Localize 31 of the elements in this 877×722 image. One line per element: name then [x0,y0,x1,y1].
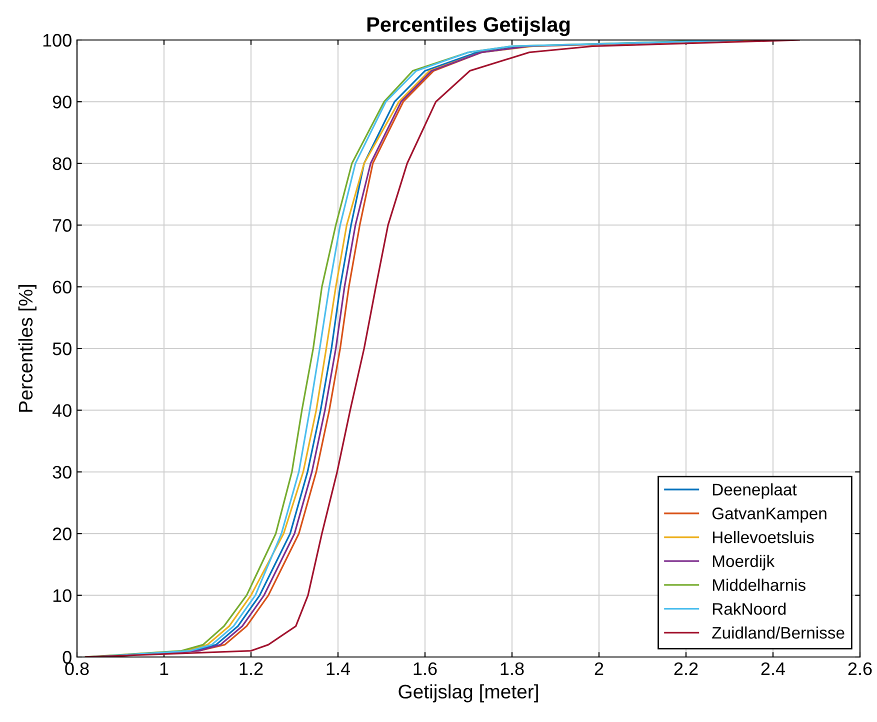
y-tick-label: 60 [52,280,72,294]
legend-label: Moerdijk [712,554,775,570]
x-axis-title: Getijslag [meter] [398,684,538,702]
x-tick-label: 1.6 [414,662,437,676]
x-tick-label: 0.8 [65,662,89,676]
x-tick-label: 1.4 [326,662,350,675]
legend-label: Zuidland/Bernisse [712,626,844,639]
x-tick-label: 2.6 [848,662,872,676]
y-tick-label: 80 [52,157,72,170]
legend-label: Middelharnis [712,578,806,591]
legend-label: RakNoord [712,602,786,615]
chart-title: Percentiles Getijslag [367,16,570,36]
y-tick-label: 40 [52,404,72,417]
x-tick-label: 1.8 [500,662,524,676]
x-tick-label: 1 [160,662,168,675]
y-tick-label: 10 [53,589,72,602]
y-tick-label: 100 [43,34,72,47]
y-axis-title: Percentiles [%] [18,285,36,412]
y-tick-label: 20 [52,528,72,540]
y-tick-label: 30 [52,466,72,479]
x-tick-label: 1.2 [240,662,263,675]
y-tick-label: 50 [52,342,72,356]
legend-label: Hellevoetsluis [712,530,814,544]
legend-label: Deeneplaat [712,483,797,499]
y-tick-label: 70 [52,219,72,232]
x-tick-label: 2.2 [674,662,698,675]
x-tick-label: 2 [594,662,604,675]
y-tick-label: 90 [52,96,72,108]
x-tick-label: 2.4 [761,662,786,675]
y-tick-label: 0 [62,650,72,664]
legend-label: GatvanKampen [712,508,826,523]
